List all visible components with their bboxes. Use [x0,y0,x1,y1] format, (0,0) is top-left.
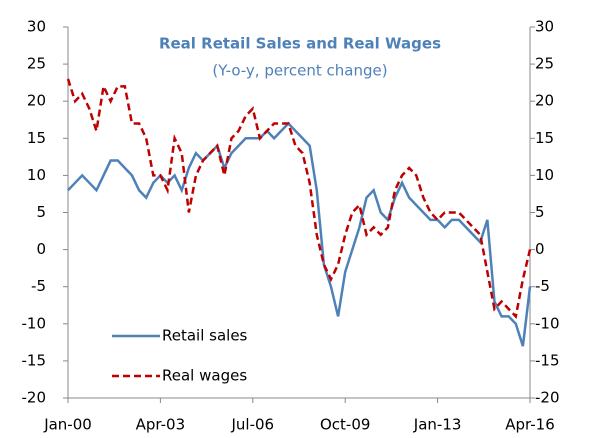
y-tick-label: 30 [27,18,46,36]
series-line [66,78,532,319]
y2-tick-label: 0 [535,240,545,258]
y2-tick-label: -15 [535,351,560,369]
x-tick-label: Jan-13 [413,416,462,434]
y2-tick-label: -20 [535,389,560,407]
y2-tick-label: 15 [535,129,554,147]
y-tick-label: -20 [22,389,47,407]
y-tick-label: 20 [27,92,46,110]
y2-tick-label: 5 [535,203,545,221]
y2-tick-label: 20 [535,92,554,110]
chart-subtitle: (Y-o-y, percent change) [212,62,387,80]
y2-tick-label: -10 [535,314,560,332]
x-tick-label: Apr-16 [505,416,555,434]
x-tick-label: Apr-03 [136,416,186,434]
y-tick-label: 5 [36,203,46,221]
x-tick-label: Oct-09 [320,416,370,434]
y-tick-label: 15 [27,129,46,147]
y-tick-label: -5 [31,277,46,295]
legend-label: Retail sales [162,327,248,345]
y-tick-label: 25 [27,55,46,73]
y-tick-label: 10 [27,166,46,184]
x-tick-label: Jul-06 [230,416,274,434]
y2-tick-label: 10 [535,166,554,184]
series-line [67,121,532,347]
y-tick-label: -10 [22,314,47,332]
x-tick-label: Jan-00 [43,416,92,434]
y-tick-label: -15 [22,351,47,369]
y2-tick-label: 30 [535,18,554,36]
legend-label: Real wages [162,367,247,385]
y2-tick-label: 25 [535,55,554,73]
y2-tick-label: -5 [535,277,550,295]
chart-title: Real Retail Sales and Real Wages [159,35,441,53]
y-tick-label: 0 [36,240,46,258]
